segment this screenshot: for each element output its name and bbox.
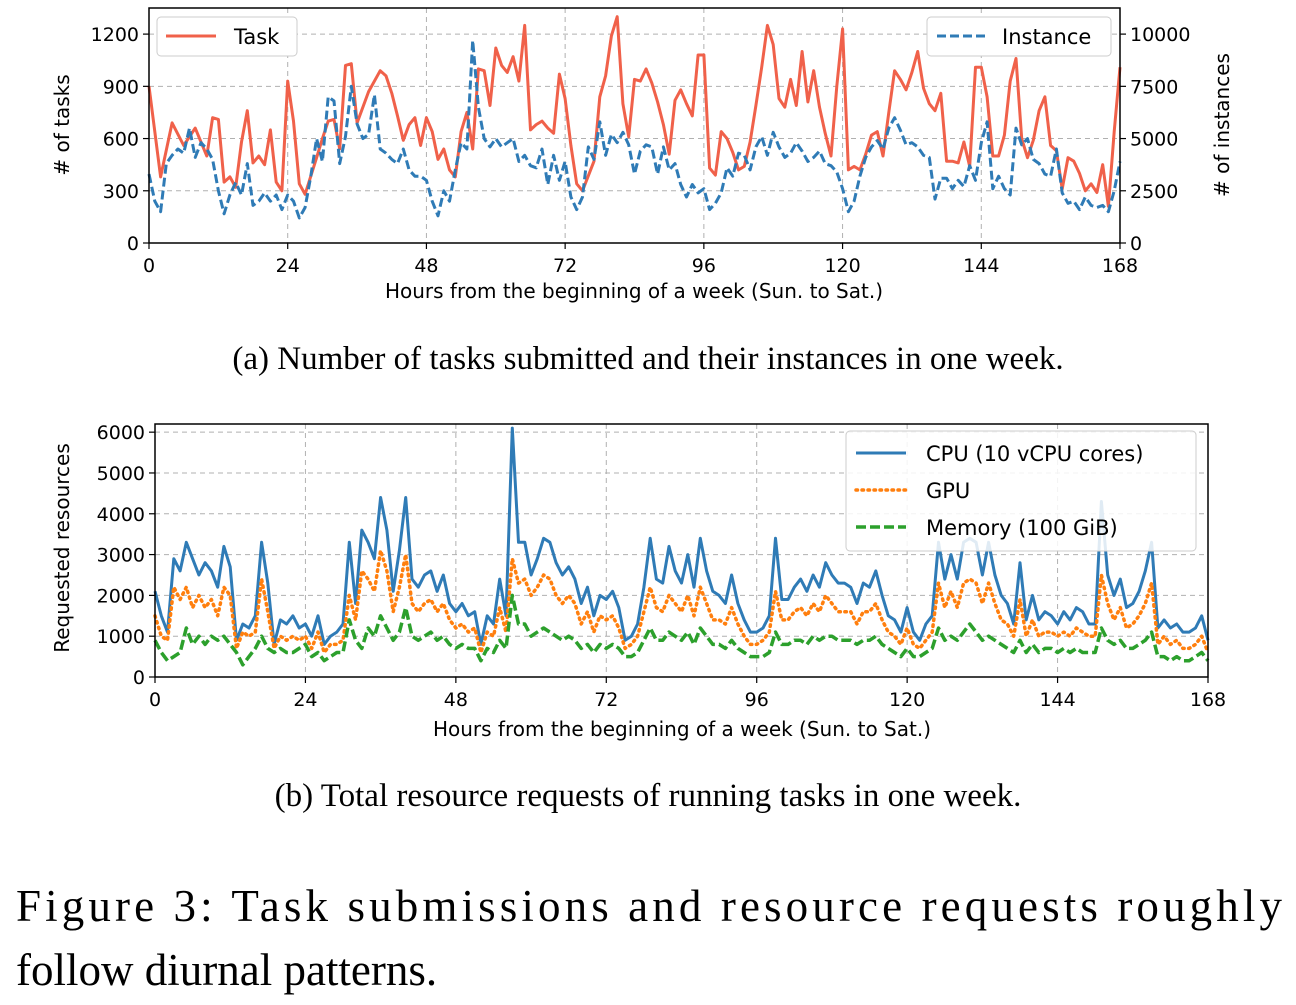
chart-a-ylabel-left: # of tasks <box>50 74 74 175</box>
series-line-memory <box>153 593 1210 667</box>
chart-b-ytick-label: 2000 <box>97 585 145 607</box>
chart-a-ytick-left-label: 600 <box>103 129 139 151</box>
series-line-gpu <box>153 548 1210 655</box>
chart-b-xtick-label: 168 <box>1190 689 1226 711</box>
chart-a-legend-left: Task <box>156 16 298 57</box>
chart-a: 0 24 48 72 96 120 144 1680300600900120002500500… <box>50 7 1234 303</box>
chart-b-xtick-label: 72 <box>594 689 618 711</box>
chart-b-xtick-label: 48 <box>444 689 468 711</box>
chart-b-ytick-label: 3000 <box>97 545 145 567</box>
chart-b-ytick-label: 5000 <box>97 463 145 485</box>
chart-a-ytick-right-label: 2500 <box>1130 181 1178 203</box>
chart-b-xtick-label: 0 <box>149 689 161 711</box>
series-line-cpu <box>153 426 1210 646</box>
chart-a-ylabel-right: # of instances <box>1210 53 1234 197</box>
chart-a-ytick-left-label: 300 <box>103 181 139 203</box>
legend-task-label: Task <box>233 25 280 49</box>
chart-a-xlabel: Hours from the beginning of a week (Sun.… <box>385 279 883 303</box>
legend-instance-label: Instance <box>1002 25 1091 49</box>
chart-a-xtick-label: 72 <box>553 255 577 277</box>
chart-a-frame <box>148 7 1121 244</box>
chart-a-ytick-right-label: 10000 <box>1130 24 1190 46</box>
figure-caption-line1: Figure 3: Task submissions and resource … <box>16 881 1283 931</box>
chart-b-frame <box>154 423 1209 678</box>
chart-a-ticks: 0 24 48 72 96 120 144 1680300600900120002500500… <box>91 24 1191 277</box>
chart-b-ticks: 0 24 48 72 96 120 144 168 0 1000 2000 3000 4000 5000 6… <box>97 422 1226 711</box>
chart-b-xtick-label: 24 <box>293 689 317 711</box>
chart-b-ylabel: Requested resources <box>50 443 74 653</box>
figure-caption-line2: follow diurnal patterns. <box>16 945 437 995</box>
chart-a-xtick-label: 168 <box>1102 255 1138 277</box>
chart-a-ytick-left-label: 1200 <box>91 24 139 46</box>
series-line-task <box>147 15 1122 208</box>
chart-b-legend: CPU (10 vCPU cores) GPU Memory (100 GiB) <box>845 430 1197 552</box>
legend-memory-label: Memory (100 GiB) <box>926 516 1118 540</box>
chart-a-ytick-right-label: 0 <box>1130 233 1142 255</box>
chart-b-xlabel: Hours from the beginning of a week (Sun.… <box>433 717 931 741</box>
chart-b-ytick-label: 6000 <box>97 422 145 444</box>
chart-a-xtick-label: 48 <box>414 255 438 277</box>
chart-a-ytick-right-label: 5000 <box>1130 129 1178 151</box>
legend-cpu-label: CPU (10 vCPU cores) <box>926 442 1143 466</box>
chart-b-ytick-label: 1000 <box>97 626 145 648</box>
chart-a-xtick-label: 0 <box>143 255 155 277</box>
chart-a-series <box>147 15 1122 220</box>
chart-a-ytick-left-label: 900 <box>103 76 139 98</box>
subcaption-b: (b) Total resource requests of running t… <box>275 778 1022 814</box>
legend-gpu-label: GPU <box>926 479 970 503</box>
chart-b: 0 24 48 72 96 120 144 168 0 1000 2000 3000 4000 5000 6… <box>50 422 1226 741</box>
series-line-instance <box>147 38 1122 220</box>
chart-b-ytick-label: 4000 <box>97 504 145 526</box>
chart-b-xtick-label: 144 <box>1039 689 1075 711</box>
chart-a-xtick-label: 24 <box>276 255 300 277</box>
chart-a-xtick-label: 120 <box>824 255 860 277</box>
chart-b-xtick-label: 120 <box>889 689 925 711</box>
chart-a-legend-right: Instance <box>926 16 1112 57</box>
chart-b-ytick-label: 0 <box>133 667 145 689</box>
chart-a-ytick-right-label: 7500 <box>1130 76 1178 98</box>
chart-b-xtick-label: 96 <box>745 689 769 711</box>
chart-b-series <box>153 426 1210 667</box>
chart-a-ytick-left-label: 0 <box>127 233 139 255</box>
chart-a-xtick-label: 144 <box>963 255 999 277</box>
chart-a-xtick-label: 96 <box>692 255 716 277</box>
subcaption-a: (a) Number of tasks submitted and their … <box>232 341 1063 377</box>
